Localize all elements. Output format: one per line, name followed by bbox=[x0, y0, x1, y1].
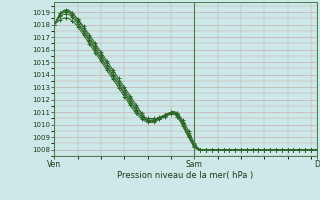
X-axis label: Pression niveau de la mer( hPa ): Pression niveau de la mer( hPa ) bbox=[117, 171, 254, 180]
